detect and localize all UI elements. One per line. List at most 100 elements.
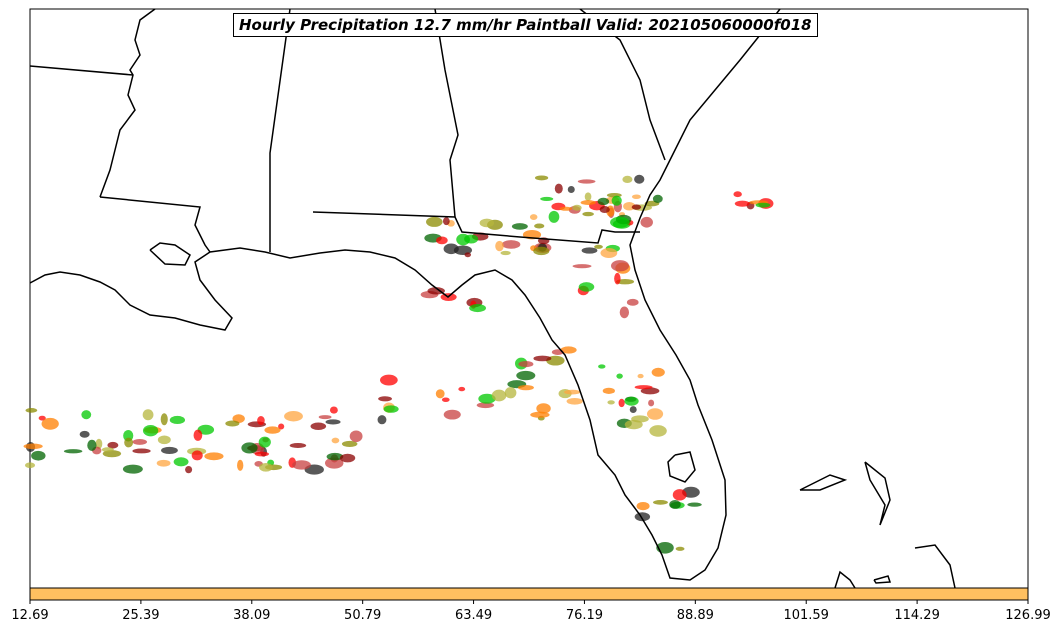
precip-blob xyxy=(329,406,338,414)
precip-blob xyxy=(634,385,653,390)
precip-blob xyxy=(534,223,545,229)
la-delta xyxy=(149,242,191,266)
precip-blob xyxy=(607,400,615,405)
precip-blob xyxy=(292,460,311,470)
colorbar-tick-label: 25.39 xyxy=(122,608,160,623)
precip-blob xyxy=(81,410,92,420)
precip-blob xyxy=(495,240,504,252)
precip-blob xyxy=(157,435,171,445)
colorbar-tick-label: 114.29 xyxy=(894,608,940,623)
precip-blob xyxy=(331,437,340,444)
precip-blob xyxy=(516,370,536,381)
precip-blob xyxy=(443,409,461,420)
precip-blob xyxy=(326,452,344,461)
precip-blob xyxy=(652,500,668,505)
state-border-ms-la xyxy=(99,196,211,253)
precip-blob xyxy=(339,453,356,463)
precip-blob xyxy=(602,387,615,394)
precip-blob xyxy=(173,457,189,467)
precip-blob xyxy=(435,389,445,399)
precip-blob xyxy=(529,214,538,220)
precip-blob xyxy=(631,204,642,210)
precip-blob xyxy=(204,452,224,461)
precip-blob xyxy=(160,413,168,426)
precip-blob xyxy=(640,216,653,228)
precip-blob xyxy=(501,240,521,249)
precip-blob xyxy=(191,450,203,461)
precip-blob xyxy=(122,464,143,474)
precip-blob xyxy=(458,386,466,392)
precip-blob xyxy=(101,447,114,452)
precip-blob xyxy=(618,398,625,408)
precip-blob xyxy=(23,443,43,450)
precip-blob xyxy=(241,442,258,454)
precip-blob xyxy=(427,287,445,295)
precip-blob xyxy=(41,417,59,430)
precip-blob xyxy=(310,422,327,430)
precip-blob xyxy=(237,459,244,471)
precip-blob xyxy=(63,449,83,454)
precip-blob xyxy=(652,194,663,203)
precip-blob xyxy=(254,451,270,457)
precip-blob xyxy=(124,437,134,448)
precip-blob xyxy=(649,425,667,437)
precip-blob xyxy=(464,234,479,244)
state-border-fl xyxy=(312,211,640,244)
precip-blob xyxy=(733,191,742,198)
precip-blob xyxy=(132,438,148,445)
precip-blob xyxy=(611,195,622,206)
precip-blob xyxy=(734,200,750,207)
state-border-ar-ms xyxy=(29,65,134,76)
precip-blob xyxy=(132,448,151,454)
precip-blob xyxy=(476,402,495,409)
islet xyxy=(873,575,892,584)
precip-blob xyxy=(582,211,594,217)
precip-blob xyxy=(479,218,495,228)
precip-blob xyxy=(518,360,534,368)
colorbar xyxy=(29,587,1029,601)
precip-blob xyxy=(755,202,771,208)
precip-blob xyxy=(142,424,159,437)
state-border-ms-al xyxy=(269,8,291,252)
precip-blob xyxy=(651,367,665,377)
precip-blob xyxy=(566,397,583,405)
precip-blob xyxy=(318,415,332,420)
precip-blob xyxy=(646,408,664,420)
precip-blob xyxy=(634,512,651,522)
precip-blob xyxy=(377,415,387,425)
lake-okeechobee xyxy=(667,451,696,483)
precip-blob xyxy=(469,304,486,313)
precip-blob xyxy=(491,389,507,402)
colorbar-tick-label: 101.59 xyxy=(783,608,829,623)
colorbar-tick-label: 12.69 xyxy=(11,608,49,623)
state-border-al-ga xyxy=(434,8,459,218)
precip-blob xyxy=(572,204,582,211)
precip-blob xyxy=(631,194,641,200)
precip-blob xyxy=(197,424,215,435)
precip-blob xyxy=(615,278,635,285)
precip-blob xyxy=(687,502,702,507)
precip-blob xyxy=(624,419,643,430)
precip-blob xyxy=(278,423,285,430)
precip-blob xyxy=(185,465,193,474)
precip-blob xyxy=(637,373,644,379)
precip-blob xyxy=(325,419,341,425)
precip-blob xyxy=(534,175,549,181)
precip-blob xyxy=(619,306,630,319)
precip-blob xyxy=(580,200,596,205)
precip-blob xyxy=(548,210,560,223)
precip-blob xyxy=(349,430,363,443)
colorbar-tick-label: 88.89 xyxy=(676,608,714,623)
precip-blob xyxy=(38,415,46,421)
precip-blob xyxy=(107,441,119,449)
precip-blob xyxy=(623,201,636,211)
precip-blob xyxy=(610,260,630,272)
precip-blob xyxy=(169,415,186,425)
precip-blob xyxy=(193,429,203,441)
precip-blob xyxy=(564,389,581,395)
precip-blob xyxy=(25,408,38,413)
precip-blob xyxy=(594,244,603,249)
mississippi-river xyxy=(99,8,156,198)
precip-blob xyxy=(500,250,511,256)
precip-blob xyxy=(284,411,303,422)
